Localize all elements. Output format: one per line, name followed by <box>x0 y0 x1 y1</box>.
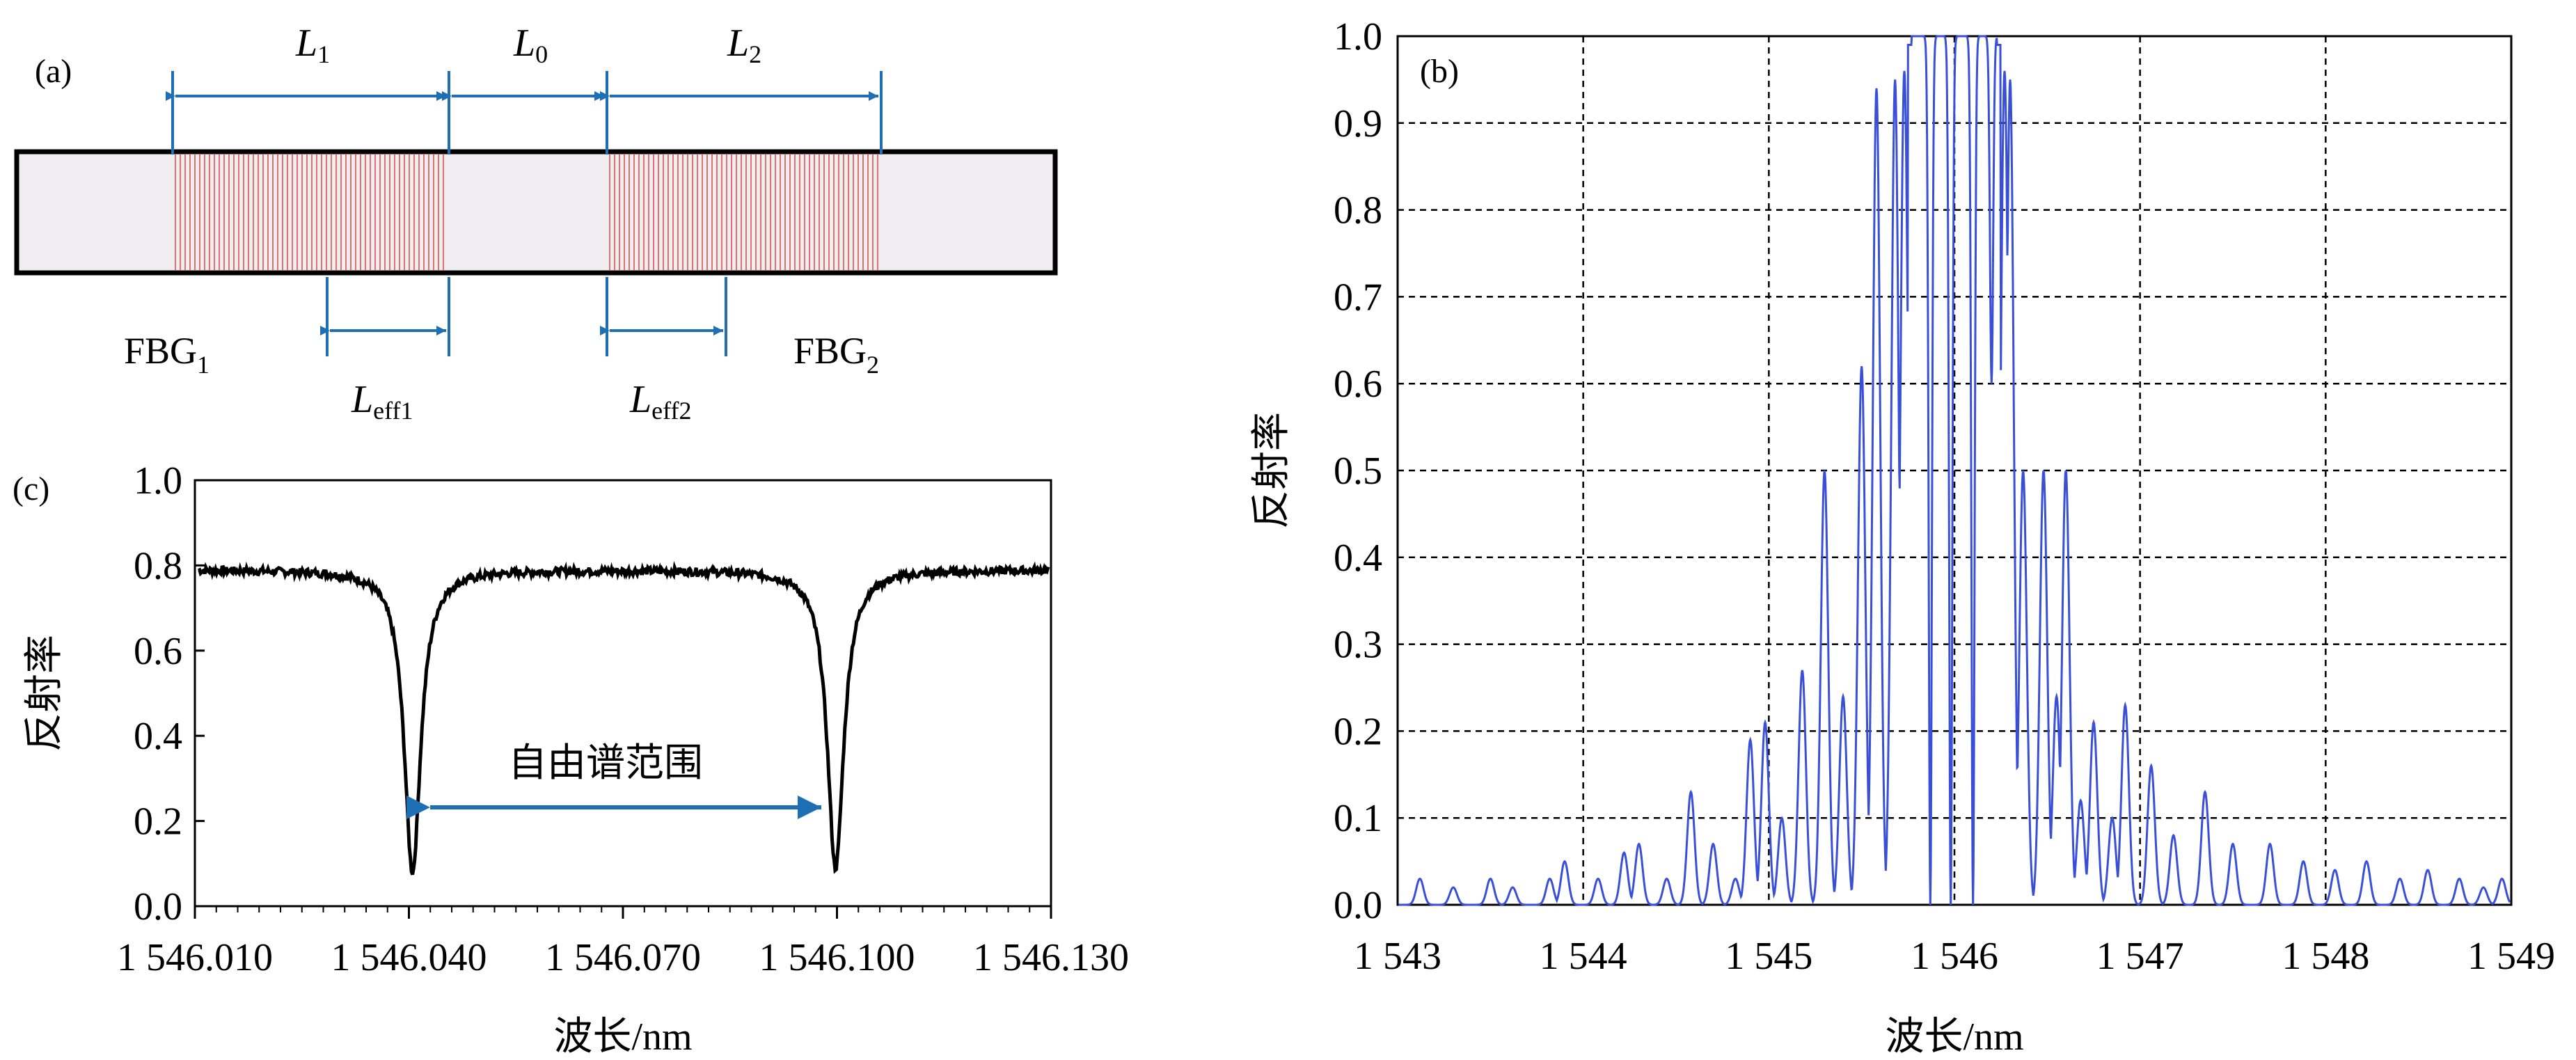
panel-a-fbg-schematic: (a) L1 L0 L2 FBG1 FBG2 Leff1 Leff2 <box>14 22 1058 425</box>
label-fbg2: FBG2 <box>793 330 879 379</box>
grating-fbg1 <box>175 154 444 271</box>
y-tick-label: 0.2 <box>134 800 182 844</box>
x-tick-label: 1 544 <box>1540 935 1627 978</box>
label-L0: L0 <box>513 22 548 68</box>
panel-b-chart: 1 543 1 544 1 545 1 546 1 547 1 548 1 549 0.0 0… <box>1250 15 2555 1059</box>
label-leff2: Leff2 <box>629 378 691 425</box>
y-axis-title-c: 反射率 <box>23 635 66 752</box>
y-tick-label: 0.1 <box>1334 797 1382 840</box>
label-L2: L2 <box>727 22 761 68</box>
y-tick-label: 0.8 <box>134 544 182 587</box>
y-tick-label: 0.3 <box>1334 624 1382 667</box>
x-tick-label: 1 546.010 <box>117 936 273 979</box>
plot-frame-c <box>193 479 1052 908</box>
grating-fbg2 <box>609 154 878 271</box>
y-tick-label: 0.6 <box>1334 363 1382 406</box>
y-tick-label: 0.9 <box>1334 102 1382 145</box>
y-tick-label: 0.8 <box>1334 189 1382 232</box>
panel-a-label: (a) <box>35 53 72 90</box>
y-tick-label: 1.0 <box>1334 15 1382 58</box>
series-line-c <box>197 560 1050 876</box>
x-tick-label: 1 549 <box>2467 935 2555 978</box>
y-tick-label: 1.0 <box>134 459 182 503</box>
y-tick-label: 0.0 <box>1334 884 1382 927</box>
panel-b-label: (b) <box>1420 53 1459 90</box>
x-tick-label: 1 546.040 <box>331 936 487 979</box>
y-tick-label: 0.6 <box>134 630 182 673</box>
y-tick-label: 0.5 <box>1334 450 1382 493</box>
y-tick-label: 0.4 <box>134 715 182 758</box>
x-tick-label: 1 546 <box>1911 935 1998 978</box>
label-leff1: Leff1 <box>351 378 413 425</box>
y-tick-label: 0.7 <box>1334 276 1382 319</box>
x-tick-label: 1 546.100 <box>759 936 915 979</box>
y-axis-title-b: 反射率 <box>1250 412 1293 529</box>
x-tick-label: 1 545 <box>1725 935 1812 978</box>
x-tick-label: 1 546.070 <box>545 936 701 979</box>
annotation-fsr: 自由谱范围 <box>508 742 703 785</box>
y-tick-label: 0.0 <box>134 885 182 928</box>
fiber-body <box>14 149 1058 276</box>
y-tick-label: 0.4 <box>1334 537 1382 580</box>
x-tick-label: 1 547 <box>2096 935 2184 978</box>
x-axis-title-c: 波长/nm <box>553 1015 692 1059</box>
panel-c-label: (c) <box>13 470 49 507</box>
panel-c-chart: (c) 1 546.010 1 546.040 1 546.070 1 546.100… <box>13 459 1129 1059</box>
x-tick-label: 1 543 <box>1354 935 1441 978</box>
series-line-b <box>1398 35 2511 906</box>
x-tick-label: 1 548 <box>2282 935 2369 978</box>
label-fbg1: FBG1 <box>124 330 210 379</box>
y-tick-label: 0.2 <box>1334 710 1382 753</box>
label-L1: L1 <box>295 22 330 68</box>
x-axis-title-b: 波长/nm <box>1885 1015 2023 1059</box>
x-tick-label: 1 546.130 <box>973 936 1129 979</box>
